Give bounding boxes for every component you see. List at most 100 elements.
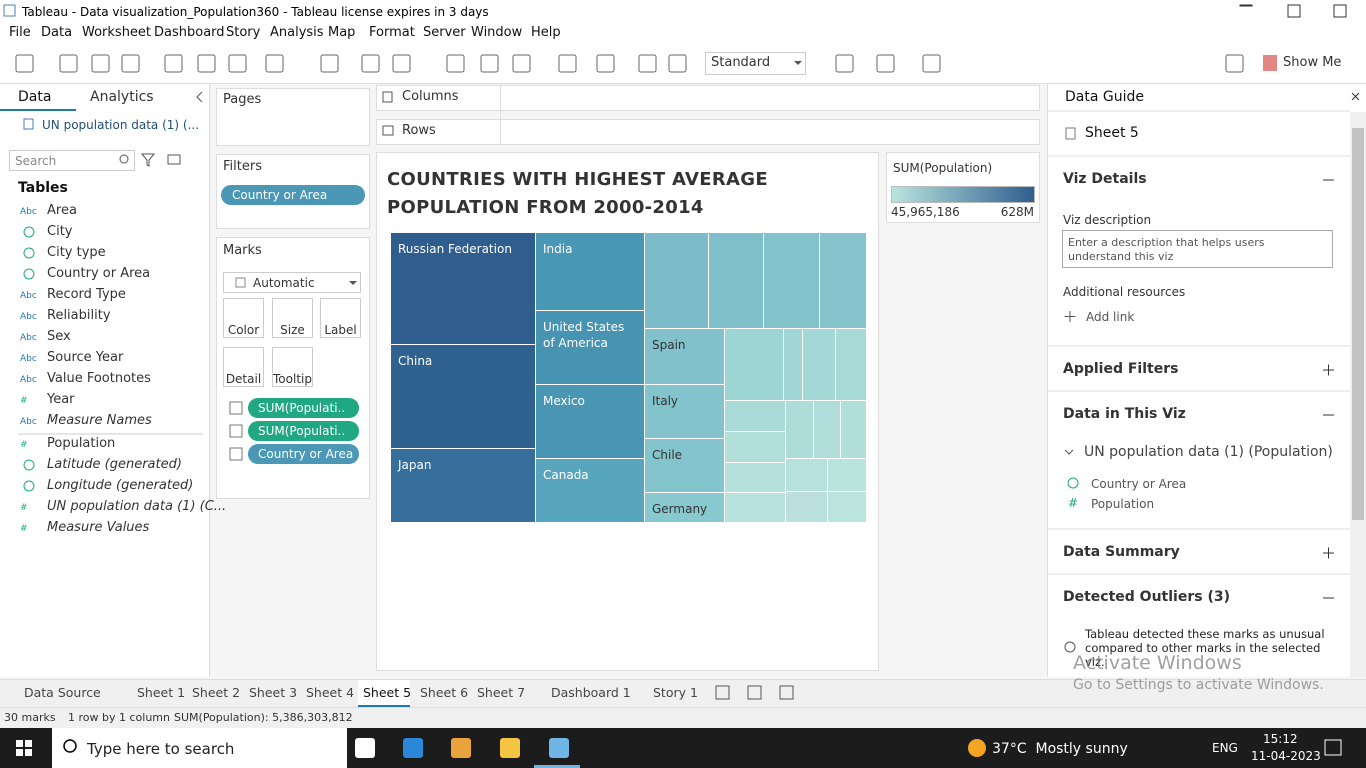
treemap-tile[interactable] [536, 385, 644, 458]
fit-label[interactable]: Standard [711, 55, 771, 70]
description-box[interactable] [1062, 230, 1333, 268]
sheet-tab[interactable]: Dashboard 1 [551, 685, 631, 700]
field[interactable]: Area [47, 203, 77, 218]
mark-button-label[interactable]: Size [280, 323, 305, 337]
treemap-tile[interactable] [536, 233, 644, 310]
menu-item[interactable]: Help [531, 25, 561, 40]
sheet-tab[interactable]: Sheet 3 [249, 685, 298, 700]
field[interactable]: Longitude (generated) [47, 478, 194, 493]
mark-button[interactable] [320, 298, 361, 338]
treemap-tile[interactable] [391, 233, 535, 344]
section-header[interactable]: Viz Details [1063, 171, 1147, 187]
section-header[interactable]: Data Summary [1063, 544, 1180, 560]
menu-item[interactable]: Analysis [270, 25, 324, 40]
section-header[interactable]: Data in This Viz [1063, 406, 1186, 422]
treemap-tile[interactable] [814, 401, 840, 458]
treemap-tile[interactable] [391, 345, 535, 448]
taskbar-search-text[interactable]: Type here to search [87, 740, 235, 758]
field[interactable]: Measure Values [47, 520, 150, 535]
field[interactable]: City type [47, 245, 106, 260]
mark-pill[interactable] [248, 421, 359, 441]
field[interactable]: Sex [47, 329, 71, 344]
treemap-tile[interactable] [820, 233, 866, 328]
menu-item[interactable]: Format [369, 25, 415, 40]
sheet-tab[interactable]: Data Source [24, 685, 101, 700]
mark-button-label[interactable]: Detail [225, 372, 262, 386]
treemap-tile[interactable] [645, 385, 724, 438]
menu-item[interactable]: Worksheet [82, 25, 152, 40]
tab-data[interactable]: Data [18, 89, 52, 105]
section-header[interactable]: Applied Filters [1063, 361, 1179, 377]
treemap-tile[interactable] [786, 459, 827, 491]
field[interactable]: Measure Names [47, 413, 152, 428]
section-header[interactable]: Detected Outliers (3) [1063, 589, 1230, 605]
mark-button[interactable] [272, 298, 313, 338]
mark-button[interactable] [223, 298, 264, 338]
treemap-tile[interactable] [836, 329, 866, 400]
field[interactable]: Reliability [47, 308, 111, 323]
treemap-tile[interactable] [764, 233, 819, 328]
field[interactable]: Record Type [47, 287, 126, 302]
menu-item[interactable]: Server [423, 25, 466, 40]
search-box[interactable] [9, 150, 135, 171]
menu-item[interactable]: File [9, 25, 31, 40]
field[interactable]: Latitude (generated) [47, 457, 182, 472]
mark-pill-text[interactable]: Country or Area [258, 447, 354, 461]
treemap-tile[interactable] [725, 329, 783, 400]
treemap-tile[interactable] [645, 493, 724, 522]
treemap-tile[interactable] [645, 329, 724, 384]
field[interactable]: Value Footnotes [47, 371, 151, 386]
scrollbar-thumb[interactable] [1352, 128, 1364, 520]
treemap-tile[interactable] [841, 401, 866, 458]
treemap-tile[interactable] [536, 459, 644, 522]
menu-item[interactable]: Data [41, 25, 73, 40]
fit-dropdown[interactable] [705, 52, 806, 75]
filter-pill[interactable] [221, 185, 365, 205]
treemap-tile[interactable] [391, 449, 535, 522]
mark-pill[interactable] [248, 398, 359, 418]
description-placeholder[interactable]: Enter a description that helps users und… [1068, 236, 1265, 263]
sheet-tab[interactable]: Sheet 1 [137, 685, 186, 700]
mark-pill[interactable] [248, 444, 359, 464]
menu-item[interactable]: Map [328, 25, 356, 40]
treemap-tile[interactable] [786, 401, 813, 458]
mark-button[interactable] [223, 347, 264, 387]
menu-item[interactable]: Dashboard [154, 25, 225, 40]
sheet-tab[interactable]: Sheet 6 [420, 685, 469, 700]
show-me[interactable]: Show Me [1283, 55, 1342, 70]
add-link[interactable]: Add link [1086, 310, 1135, 324]
treemap-tile[interactable] [828, 492, 866, 522]
menu-item[interactable]: Window [471, 25, 523, 40]
treemap-tile[interactable] [725, 493, 785, 522]
treemap-tile[interactable] [828, 459, 866, 491]
treemap-tile[interactable] [645, 439, 724, 492]
treemap-tile[interactable] [645, 233, 708, 328]
treemap-tile[interactable] [786, 492, 827, 522]
menu-item[interactable]: Story [226, 25, 261, 40]
mark-type-dropdown[interactable] [223, 272, 361, 293]
filter-pill-text[interactable]: Country or Area [232, 188, 328, 202]
mark-button-label[interactable]: Label [324, 323, 357, 337]
mark-type[interactable]: Automatic [253, 276, 315, 290]
mark-pill-text[interactable]: SUM(Populati.. [258, 401, 346, 415]
taskbar-search[interactable] [52, 728, 347, 768]
treemap-tile[interactable] [725, 401, 785, 431]
sheet-tab[interactable]: Story 1 [653, 685, 698, 700]
sheet-tab[interactable]: Sheet 7 [477, 685, 526, 700]
treemap-tile[interactable] [725, 432, 785, 462]
mark-button-label[interactable]: Tooltip [273, 372, 312, 386]
sheet-tab[interactable]: Sheet 5 [363, 685, 412, 700]
field[interactable]: UN population data (1) (C... [47, 499, 227, 514]
treemap-tile[interactable] [709, 233, 763, 328]
mark-pill-text[interactable]: SUM(Populati.. [258, 424, 346, 438]
sheet-tab[interactable]: Sheet 2 [192, 685, 241, 700]
tab-analytics[interactable]: Analytics [90, 89, 154, 105]
data-source[interactable]: UN population data (1) (... [42, 118, 200, 132]
mark-button-label[interactable]: Color [227, 323, 260, 337]
field[interactable]: Year [47, 392, 75, 407]
treemap-tile[interactable] [784, 329, 802, 400]
treemap-tile[interactable] [803, 329, 835, 400]
field[interactable]: Population [47, 436, 116, 451]
field[interactable]: City [47, 224, 73, 239]
treemap-tile[interactable] [725, 463, 785, 492]
